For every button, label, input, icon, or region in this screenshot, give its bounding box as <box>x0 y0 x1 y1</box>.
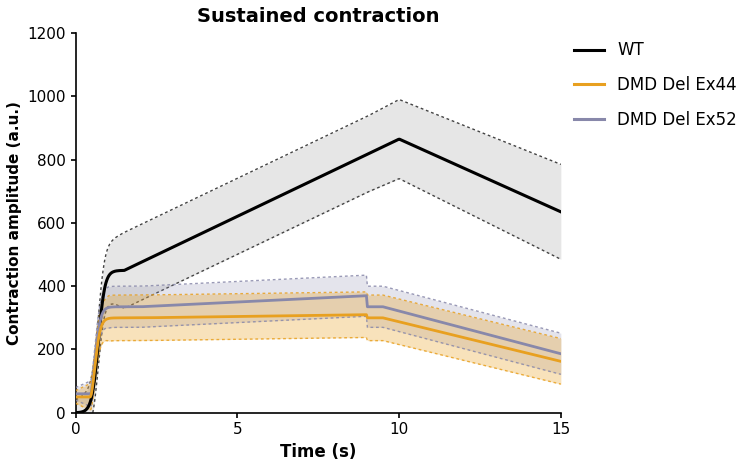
Legend: WT, DMD Del Ex44, DMD Del Ex52: WT, DMD Del Ex44, DMD Del Ex52 <box>574 41 737 129</box>
X-axis label: Time (s): Time (s) <box>280 443 356 461</box>
Title: Sustained contraction: Sustained contraction <box>197 7 440 26</box>
Y-axis label: Contraction amplitude (a.u.): Contraction amplitude (a.u.) <box>7 101 22 345</box>
